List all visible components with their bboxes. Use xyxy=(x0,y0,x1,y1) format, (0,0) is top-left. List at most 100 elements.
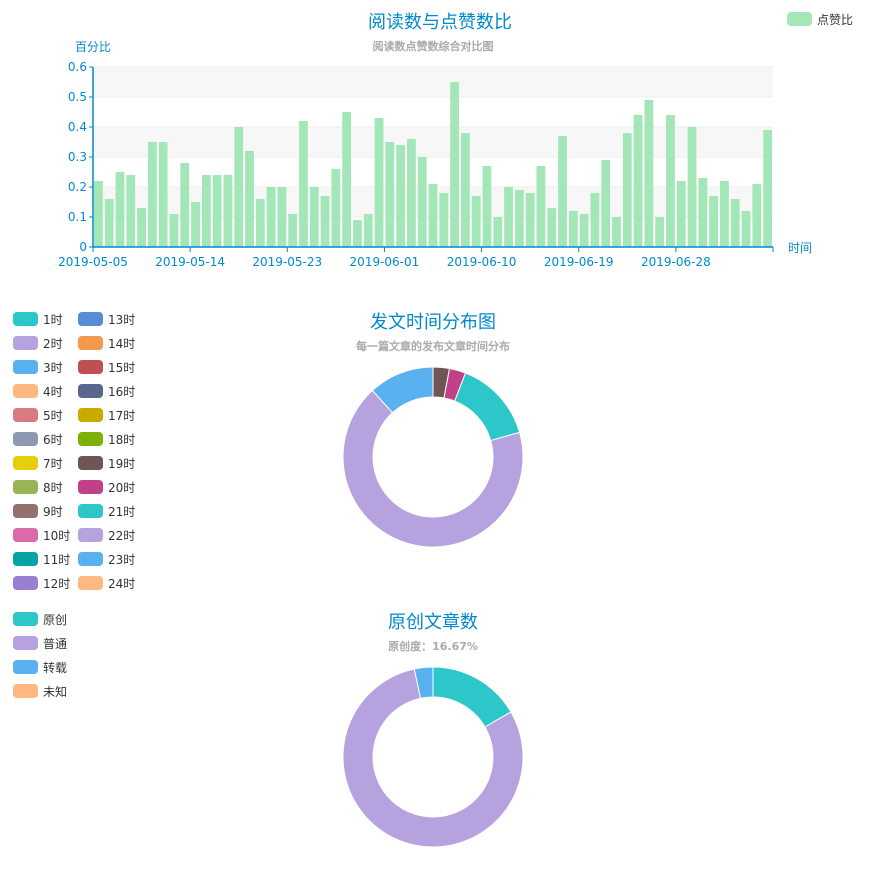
bar[interactable] xyxy=(245,151,254,247)
bar[interactable] xyxy=(115,172,125,247)
bar[interactable] xyxy=(309,187,319,247)
bar[interactable] xyxy=(676,181,686,247)
bar[interactable] xyxy=(428,184,438,247)
legend-item[interactable]: 未知 xyxy=(13,684,67,699)
bar[interactable] xyxy=(223,175,233,247)
legend-item[interactable]: 16时 xyxy=(78,384,135,399)
bar[interactable] xyxy=(255,199,265,247)
time-donut-slices[interactable] xyxy=(342,366,524,548)
bar[interactable] xyxy=(158,142,168,247)
legend-item[interactable]: 23时 xyxy=(78,552,135,567)
bar[interactable] xyxy=(234,127,244,247)
bar[interactable] xyxy=(396,145,406,247)
bar[interactable] xyxy=(374,118,384,247)
bar[interactable] xyxy=(763,130,772,247)
legend-item[interactable]: 7时 xyxy=(13,456,63,471)
legend-item[interactable]: 11时 xyxy=(13,552,70,567)
legend-item[interactable]: 普通 xyxy=(13,636,67,651)
bar[interactable] xyxy=(299,121,308,247)
bar[interactable] xyxy=(720,181,729,247)
legend-item[interactable]: 17时 xyxy=(78,408,135,423)
bar[interactable] xyxy=(547,208,557,247)
bar[interactable] xyxy=(342,112,352,247)
legend-item[interactable]: 4时 xyxy=(13,384,63,399)
bar[interactable] xyxy=(741,211,751,247)
donut-slice[interactable] xyxy=(432,666,512,728)
bar[interactable] xyxy=(709,196,719,247)
legend-item[interactable]: 8时 xyxy=(13,480,63,495)
bar[interactable] xyxy=(137,208,146,247)
bar[interactable] xyxy=(191,202,200,247)
bar[interactable] xyxy=(558,136,567,247)
bar[interactable] xyxy=(439,193,449,247)
legend-item[interactable]: 19时 xyxy=(78,456,135,471)
bar[interactable] xyxy=(752,184,762,247)
donut-slice[interactable] xyxy=(342,668,524,848)
bar[interactable] xyxy=(471,196,481,247)
legend-item[interactable]: 15时 xyxy=(78,360,135,375)
bar[interactable] xyxy=(363,214,373,247)
bar[interactable] xyxy=(504,187,513,247)
bar[interactable] xyxy=(482,166,492,247)
bar[interactable] xyxy=(353,220,362,247)
bar[interactable] xyxy=(655,217,665,247)
bar[interactable] xyxy=(698,178,708,247)
bar[interactable] xyxy=(590,193,600,247)
bar[interactable] xyxy=(126,175,136,247)
bar[interactable] xyxy=(385,142,395,247)
bar[interactable] xyxy=(633,115,643,247)
bar[interactable] xyxy=(417,157,427,247)
legend-item[interactable]: 14时 xyxy=(78,336,135,351)
bar[interactable] xyxy=(201,175,211,247)
bar[interactable] xyxy=(525,193,535,247)
bar[interactable] xyxy=(288,214,298,247)
bar[interactable] xyxy=(644,100,654,247)
legend-item[interactable]: 9时 xyxy=(13,504,63,519)
bar[interactable] xyxy=(536,166,546,247)
legend-item[interactable]: 12时 xyxy=(13,576,70,591)
bar[interactable] xyxy=(277,187,287,247)
donut-slice[interactable] xyxy=(413,666,434,699)
legend-item[interactable]: 2时 xyxy=(13,336,63,351)
legend-item[interactable]: 6时 xyxy=(13,432,63,447)
bar[interactable] xyxy=(169,214,179,247)
bar[interactable] xyxy=(514,190,524,247)
donut-slice[interactable] xyxy=(371,366,434,414)
bar[interactable] xyxy=(450,82,459,247)
original-donut-slices[interactable] xyxy=(342,666,524,848)
bar[interactable] xyxy=(331,169,341,247)
bar[interactable] xyxy=(320,196,330,247)
bar[interactable] xyxy=(568,211,578,247)
bar[interactable] xyxy=(601,160,611,247)
legend-item[interactable]: 原创 xyxy=(13,612,67,627)
legend-item[interactable]: 3时 xyxy=(13,360,63,375)
legend-item[interactable]: 22时 xyxy=(78,528,135,543)
bar[interactable] xyxy=(460,133,470,247)
bar[interactable] xyxy=(94,181,103,247)
bar[interactable] xyxy=(104,199,114,247)
legend-item[interactable]: 10时 xyxy=(13,528,70,543)
legend-item[interactable]: 20时 xyxy=(78,480,135,495)
legend-item[interactable]: 24时 xyxy=(78,576,135,591)
donut-slice[interactable] xyxy=(454,372,521,442)
bar[interactable] xyxy=(730,199,740,247)
legend-item[interactable]: 转载 xyxy=(13,660,67,675)
legend-item[interactable]: 1时 xyxy=(13,312,63,327)
legend-item[interactable]: 5时 xyxy=(13,408,63,423)
bar-legend-item[interactable]: 点赞比 xyxy=(787,12,853,27)
bar[interactable] xyxy=(147,142,157,247)
bar[interactable] xyxy=(666,115,675,247)
donut-slice[interactable] xyxy=(342,389,524,548)
bar[interactable] xyxy=(407,139,416,247)
legend-item[interactable]: 13时 xyxy=(78,312,135,327)
bar[interactable] xyxy=(212,175,222,247)
bar[interactable] xyxy=(266,187,276,247)
bar[interactable] xyxy=(687,127,697,247)
bar[interactable] xyxy=(612,217,621,247)
bar[interactable] xyxy=(180,163,190,247)
bar[interactable] xyxy=(579,214,589,247)
bar-series[interactable] xyxy=(94,82,772,247)
bar[interactable] xyxy=(622,133,632,247)
legend-item[interactable]: 18时 xyxy=(78,432,135,447)
bar[interactable] xyxy=(493,217,503,247)
